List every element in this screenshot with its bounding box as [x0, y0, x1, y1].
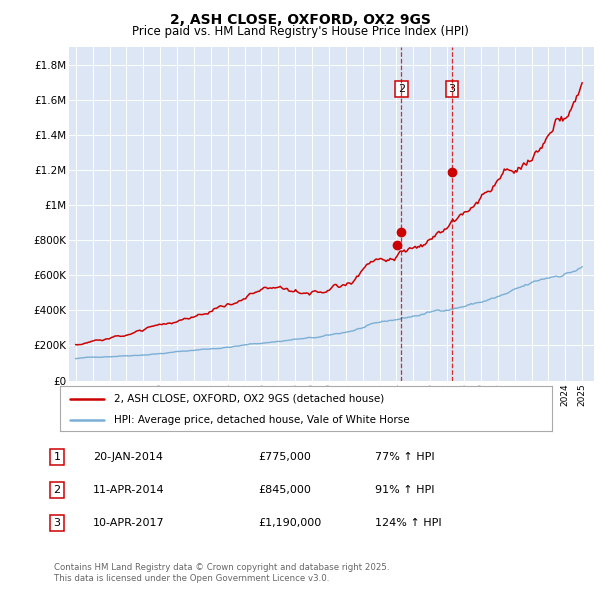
- Text: £775,000: £775,000: [258, 453, 311, 462]
- Text: 91% ↑ HPI: 91% ↑ HPI: [375, 485, 434, 494]
- Text: 20-JAN-2014: 20-JAN-2014: [93, 453, 163, 462]
- Text: 10-APR-2017: 10-APR-2017: [93, 519, 164, 528]
- Text: Price paid vs. HM Land Registry's House Price Index (HPI): Price paid vs. HM Land Registry's House …: [131, 25, 469, 38]
- Text: 1: 1: [53, 453, 61, 462]
- Text: 124% ↑ HPI: 124% ↑ HPI: [375, 519, 442, 528]
- Text: 77% ↑ HPI: 77% ↑ HPI: [375, 453, 434, 462]
- Text: 11-APR-2014: 11-APR-2014: [93, 485, 164, 494]
- Text: 3: 3: [53, 519, 61, 528]
- Text: 3: 3: [448, 84, 455, 94]
- Text: £1,190,000: £1,190,000: [258, 519, 321, 528]
- Text: 2, ASH CLOSE, OXFORD, OX2 9GS (detached house): 2, ASH CLOSE, OXFORD, OX2 9GS (detached …: [114, 394, 385, 404]
- Text: HPI: Average price, detached house, Vale of White Horse: HPI: Average price, detached house, Vale…: [114, 415, 410, 425]
- Text: £845,000: £845,000: [258, 485, 311, 494]
- Text: 2: 2: [53, 485, 61, 494]
- Text: Contains HM Land Registry data © Crown copyright and database right 2025.
This d: Contains HM Land Registry data © Crown c…: [54, 563, 389, 583]
- Text: 2, ASH CLOSE, OXFORD, OX2 9GS: 2, ASH CLOSE, OXFORD, OX2 9GS: [170, 13, 430, 27]
- Text: 2: 2: [398, 84, 405, 94]
